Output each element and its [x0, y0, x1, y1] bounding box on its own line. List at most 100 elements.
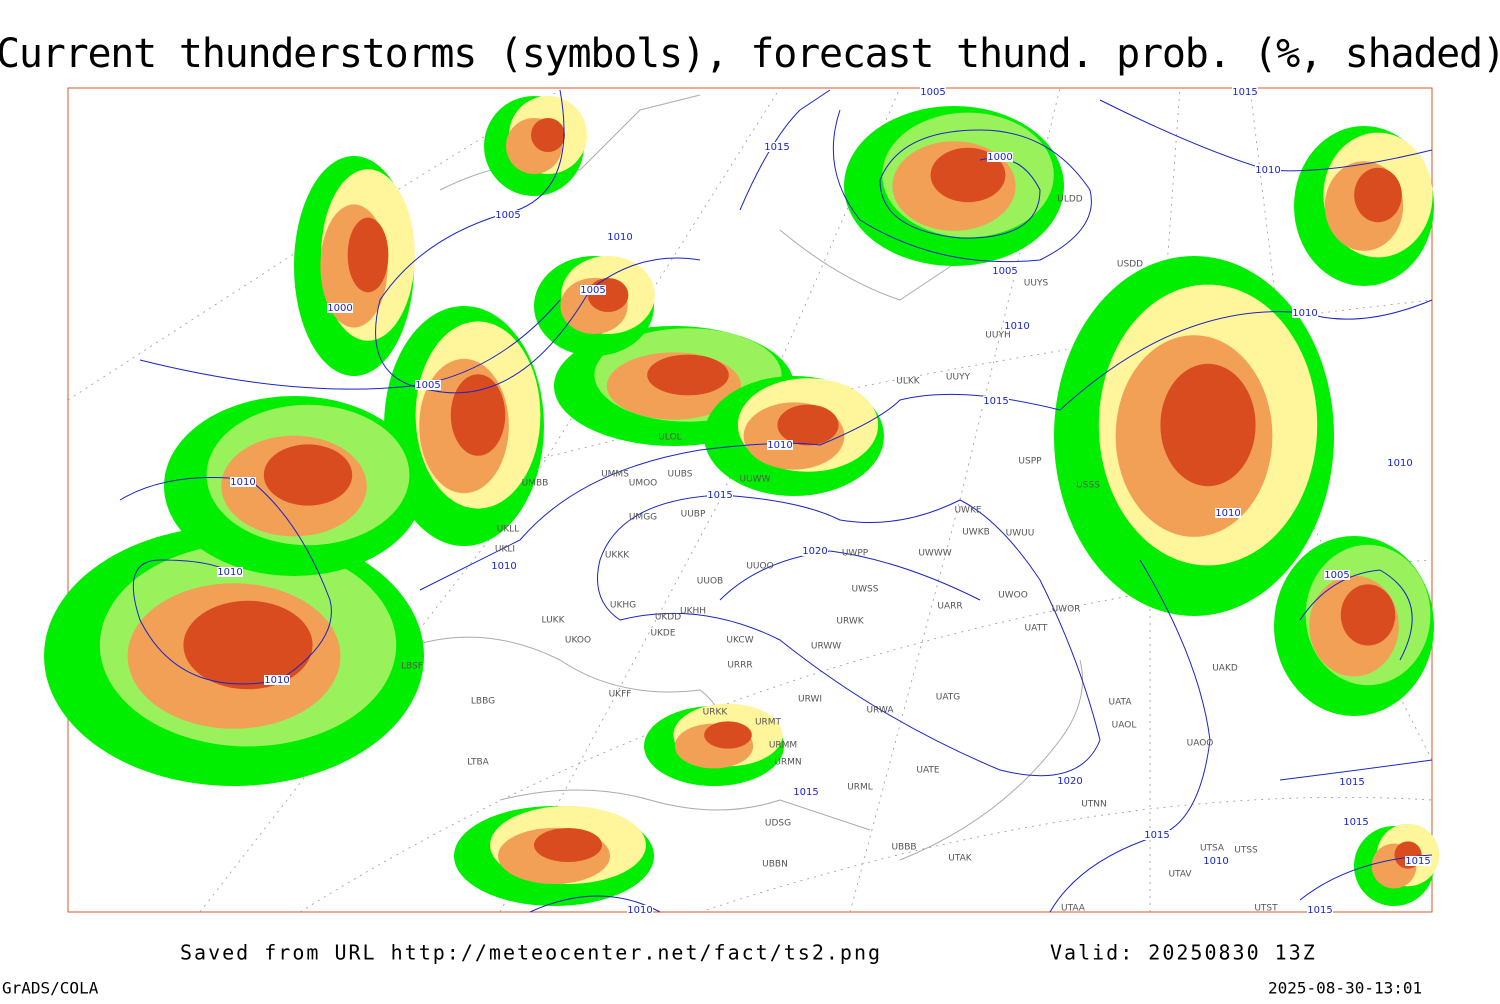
isobar-label-bg [1057, 776, 1083, 786]
station-label: LBBG [471, 697, 495, 707]
isobar-label: 1010 [1215, 508, 1240, 519]
isobar-label-bg [1215, 508, 1241, 518]
station-label: UUOO [746, 562, 773, 572]
isobar-label: 1015 [1232, 87, 1257, 98]
station-label: UDSG [765, 819, 791, 829]
title: Current thunderstorms (symbols), forecas… [0, 31, 1500, 77]
station-label: URKK [703, 708, 729, 718]
station-label: UTAA [1061, 904, 1086, 914]
station-label: UUBP [681, 510, 706, 520]
station-label: UKHH [680, 607, 706, 617]
station-label: UWUU [1006, 529, 1035, 539]
isobar-label: 1005 [415, 380, 440, 391]
shade-blob [647, 354, 729, 396]
isobar-label: 1015 [1307, 905, 1332, 916]
isobar-label: 1015 [764, 142, 789, 153]
shade-blob [534, 828, 602, 862]
timestamp: 2025-08-30-13:01 [1268, 979, 1422, 998]
station-label: URML [847, 783, 873, 793]
station-label: UKKK [605, 551, 630, 561]
station-label: UWKE [954, 506, 981, 516]
isobar-label: 1005 [920, 87, 945, 98]
isobar-label-bg [627, 905, 653, 915]
isobar-label-bg [1339, 777, 1365, 787]
isobar-label-bg [495, 210, 521, 220]
isobar-label-bg [217, 567, 243, 577]
shade-blob [930, 147, 1006, 203]
station-label: UWWW [918, 549, 951, 559]
isobar-label-bg [764, 142, 790, 152]
station-label: UBBB [891, 843, 916, 853]
station-label: USSS [1076, 481, 1100, 491]
station-label: URWK [836, 617, 864, 627]
station-label: UWSS [852, 585, 879, 595]
isobar-label: 1010 [264, 675, 289, 686]
shade-blob [450, 374, 506, 456]
isobar-label: 1015 [793, 787, 818, 798]
station-label: UTNN [1081, 800, 1107, 810]
station-label: UAOO [1187, 739, 1214, 749]
isobar-label: 1020 [1057, 776, 1082, 787]
isobar-label-bg [1292, 308, 1318, 318]
shade-blob [347, 217, 389, 293]
isobar-label: 1010 [1203, 856, 1228, 867]
isobar-label: 1010 [1004, 321, 1029, 332]
station-label: UUYY [946, 373, 971, 383]
valid-time: Valid: 20250830 13Z [1050, 941, 1317, 965]
isobar-label-bg [920, 87, 946, 97]
isobar-label-bg [992, 266, 1018, 276]
station-label: UBBN [762, 860, 788, 870]
station-label: URRR [727, 661, 752, 671]
isobar-label: 1010 [217, 567, 242, 578]
isobar-label-bg [767, 440, 793, 450]
isobar-label: 1010 [1255, 165, 1280, 176]
shade-blob [263, 444, 353, 506]
isobar-label: 1015 [1343, 817, 1368, 828]
isobar-label-bg [707, 490, 733, 500]
isobar-label: 1010 [1387, 458, 1412, 469]
station-label: ULOL [658, 433, 681, 443]
isobar-label: 1010 [1292, 308, 1317, 319]
station-label: UMBB [522, 479, 549, 489]
station-label: UKDD [655, 613, 681, 623]
station-label: UATT [1025, 624, 1048, 634]
isobar-label-bg [802, 546, 828, 556]
station-label: URWI [798, 695, 822, 705]
isobar-label: 1010 [491, 561, 516, 572]
isobar-label: 1005 [992, 266, 1017, 277]
station-label: UAOL [1112, 721, 1137, 731]
station-label: UTSA [1200, 844, 1225, 854]
station-label: ULDD [1057, 195, 1083, 205]
isobar-label: 1010 [767, 440, 792, 451]
station-label: UMGG [629, 513, 657, 523]
probability-shading [44, 96, 1440, 906]
station-label: UWOO [998, 591, 1028, 601]
shade-blob [1340, 584, 1396, 646]
station-label: UTAK [948, 854, 973, 864]
isobar-label-bg [491, 561, 517, 571]
map-area: 1005 1015 1015 1000 1010 1005 1010 1005 1005 1000… [44, 87, 1440, 916]
saved-url: Saved from URL http://meteocenter.net/fa… [180, 941, 882, 965]
isobar-label-bg [230, 477, 256, 487]
station-label: USDD [1117, 260, 1143, 270]
isobar-label: 1020 [802, 546, 827, 557]
isobar-label-bg [1144, 830, 1170, 840]
station-label: LBSF [401, 662, 423, 672]
station-label: URMN [774, 758, 801, 768]
isobar-label: 1010 [230, 477, 255, 488]
station-label: UAKD [1212, 664, 1238, 674]
isobar-label-bg [264, 675, 290, 685]
isobar-label-bg [580, 285, 606, 295]
station-label: UUOB [697, 577, 723, 587]
graticule [67, 87, 1433, 913]
shade-blob [777, 404, 839, 446]
station-label: UKHG [610, 601, 636, 611]
station-label: UKOO [565, 636, 591, 646]
isobar-label: 1015 [1144, 830, 1169, 841]
isobar-label: 1005 [580, 285, 605, 296]
isobar-label-bg [1004, 321, 1030, 331]
station-label: UTST [1254, 904, 1278, 914]
station-label: URWA [866, 706, 894, 716]
